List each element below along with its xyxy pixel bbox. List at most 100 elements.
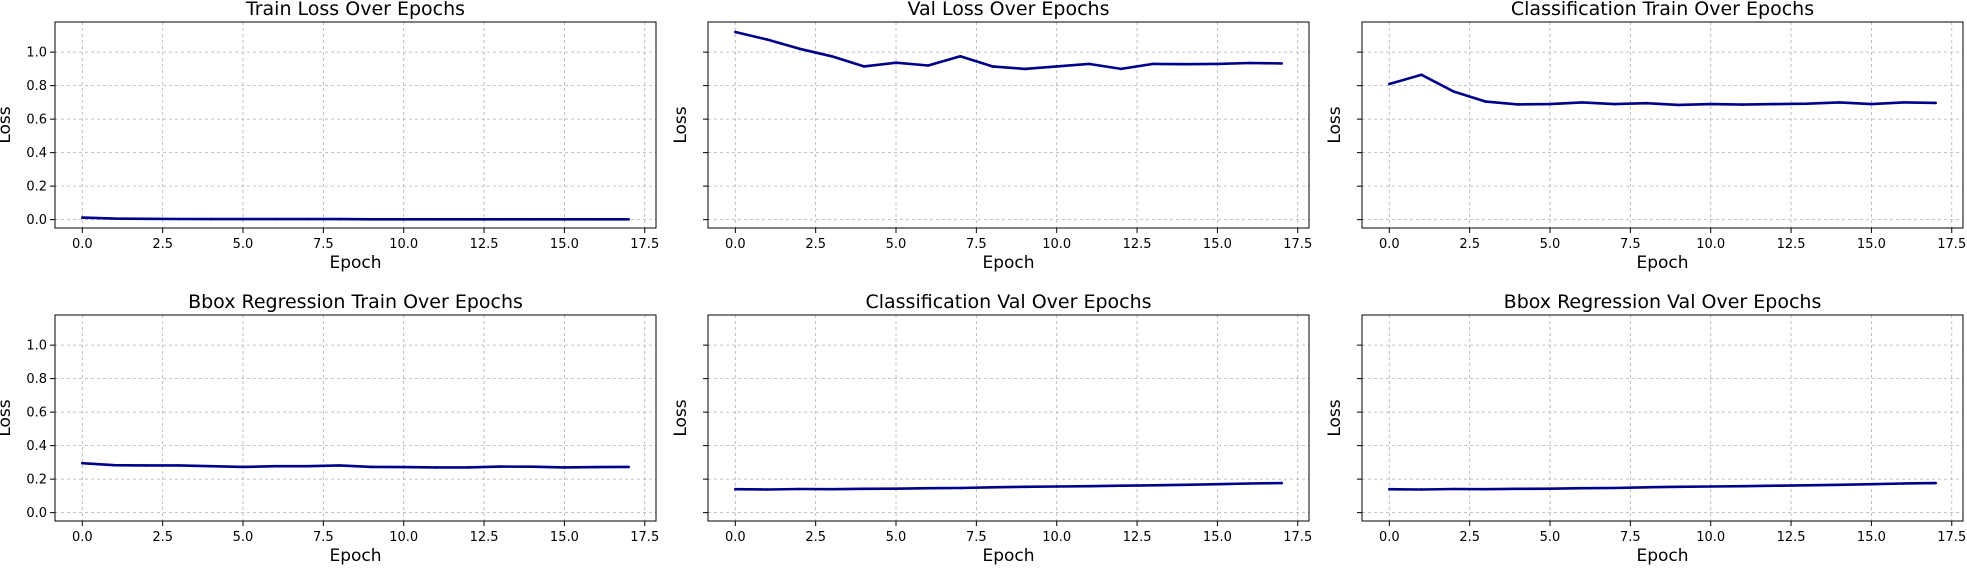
data-point — [1420, 488, 1423, 491]
x-tick-label: 0.0 — [725, 530, 746, 545]
x-tick-label: 7.5 — [313, 237, 334, 252]
x-tick-label: 12.5 — [470, 530, 499, 545]
plot-frame — [1361, 21, 1964, 229]
data-point — [1580, 101, 1584, 104]
data-point — [1645, 101, 1648, 105]
y-tick-label: 0.4 — [26, 439, 47, 454]
x-tick-label: 10.0 — [1042, 237, 1071, 252]
data-point — [1184, 483, 1187, 487]
y-axis-label: Loss — [0, 399, 15, 436]
data-point — [1216, 482, 1219, 486]
data-point — [370, 465, 373, 469]
chart-title: Bbox Regression Train Over Epochs — [188, 291, 523, 313]
x-tick-label: 0.0 — [72, 237, 93, 252]
data-point — [466, 218, 470, 221]
data-point — [959, 55, 962, 58]
x-tick-label: 7.5 — [1620, 530, 1641, 545]
data-point — [734, 487, 737, 491]
x-tick-label: 17.5 — [630, 237, 659, 252]
x-tick-label: 5.0 — [233, 530, 254, 545]
data-point — [1023, 67, 1026, 71]
x-tick-label: 0.0 — [725, 237, 746, 252]
data-point — [1484, 100, 1487, 103]
data-point — [81, 216, 84, 219]
x-tick-label: 2.5 — [1459, 237, 1480, 252]
data-point — [830, 487, 833, 491]
x-tick-label: 15.0 — [1203, 237, 1232, 252]
data-point — [1548, 487, 1552, 491]
y-tick-label: 0.6 — [26, 406, 47, 421]
data-point — [1151, 62, 1155, 66]
x-tick-label: 10.0 — [1696, 530, 1725, 545]
data-point — [1870, 482, 1873, 486]
x-tick-label: 12.5 — [1123, 237, 1152, 252]
data-point — [498, 218, 502, 221]
plot-frame — [54, 314, 657, 522]
data-point — [627, 218, 630, 221]
x-tick-label: 12.5 — [1123, 530, 1152, 545]
data-point — [1087, 484, 1091, 488]
chart-title: Classification Val Over Epochs — [865, 291, 1151, 313]
data-point — [1248, 61, 1251, 65]
data-point — [766, 38, 769, 41]
x-axis-label: Epoch — [329, 546, 381, 566]
data-point — [241, 217, 245, 221]
data-point — [894, 61, 898, 64]
x-tick-label: 5.0 — [233, 237, 254, 252]
x-tick-label: 15.0 — [1203, 530, 1232, 545]
data-point — [1677, 485, 1680, 489]
data-point — [531, 465, 534, 469]
data-point — [1838, 101, 1841, 104]
data-point — [1388, 487, 1391, 491]
x-tick-label: 17.5 — [1283, 237, 1312, 252]
data-point — [563, 218, 566, 221]
data-point — [1119, 484, 1123, 488]
data-point — [991, 65, 994, 68]
data-point — [370, 218, 373, 221]
x-axis-label: Epoch — [982, 546, 1034, 566]
data-point — [1119, 67, 1123, 71]
data-point — [1934, 481, 1937, 485]
chart-title: Bbox Regression Val Over Epochs — [1504, 291, 1822, 313]
data-point — [1773, 102, 1777, 106]
data-point — [145, 217, 148, 221]
y-tick-label: 0.2 — [26, 180, 47, 195]
plot-frame — [1361, 314, 1964, 522]
data-point — [1388, 82, 1391, 86]
subplot-6: 0.0 2.5 5.0 7.5 10.0 12.5 15.0 17.5 Bbox Regress… — [1325, 291, 1966, 566]
data-point — [209, 217, 213, 221]
data-point — [798, 487, 801, 491]
plot-frame — [54, 21, 657, 229]
data-point — [595, 218, 598, 221]
x-tick-label: 17.5 — [630, 530, 659, 545]
series-line — [735, 481, 1282, 491]
data-point — [1516, 487, 1520, 491]
data-point — [1838, 483, 1841, 487]
x-tick-label: 15.0 — [550, 530, 579, 545]
data-point — [595, 465, 598, 469]
data-point — [1805, 102, 1809, 105]
data-point — [1216, 62, 1219, 66]
chart-title: Classification Train Over Epochs — [1511, 0, 1814, 20]
data-point — [1055, 485, 1058, 488]
series-line — [1388, 73, 1936, 107]
y-tick-label: 0.0 — [26, 506, 47, 521]
data-point — [113, 463, 116, 467]
x-tick-label: 15.0 — [1857, 530, 1886, 545]
series-line — [82, 461, 629, 469]
x-tick-label: 5.0 — [1540, 237, 1561, 252]
x-tick-label: 7.5 — [966, 530, 987, 545]
data-point — [1741, 103, 1745, 106]
data-point — [1184, 62, 1187, 66]
plot-frame — [707, 21, 1310, 229]
subplot-2: 0.0 2.5 5.0 7.5 10.0 12.5 15.0 17.5 Val Loss Ove… — [671, 0, 1312, 273]
data-point — [1902, 101, 1905, 104]
data-point — [1023, 485, 1026, 489]
data-point — [273, 217, 277, 221]
subplot-3: 0.0 2.5 5.0 7.5 10.0 12.5 15.0 17.5 Classificati… — [1325, 0, 1966, 273]
data-point — [798, 47, 801, 51]
data-point — [81, 461, 84, 465]
data-point — [1613, 102, 1616, 106]
x-tick-label: 12.5 — [1777, 237, 1806, 252]
